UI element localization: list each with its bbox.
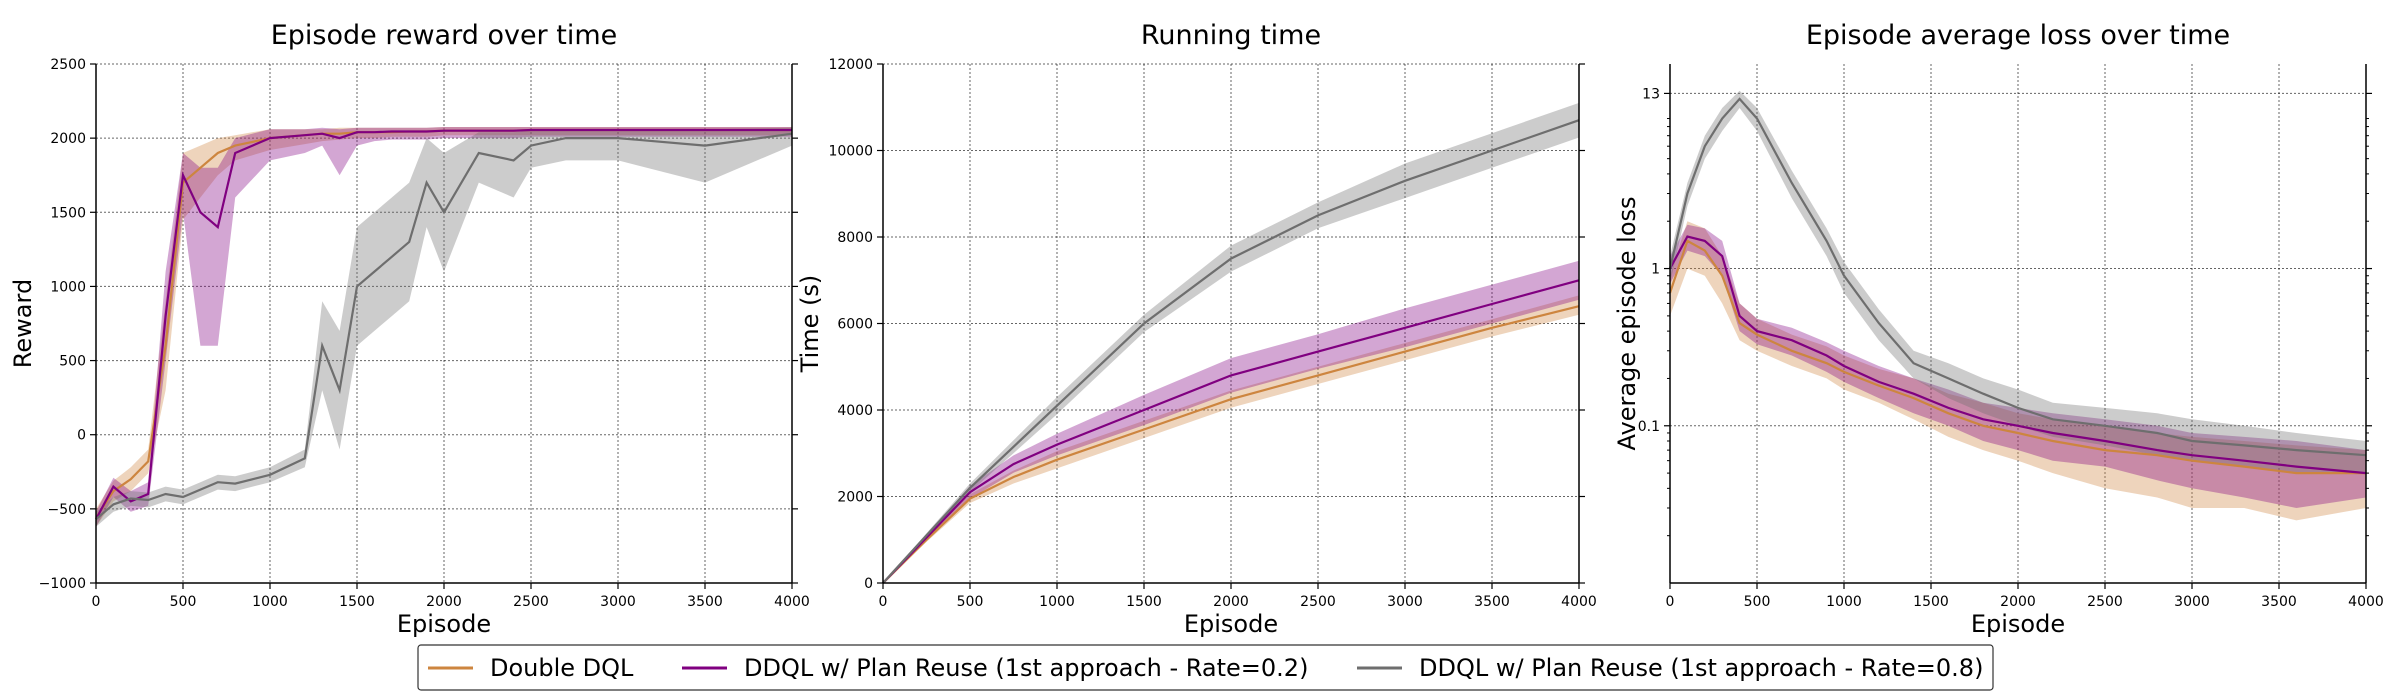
chart-panel-3: 0 500 1000 1500 2000 2500 3000 3500 4000 0.1 1 13 Ep… [1613,20,2384,638]
series-line-2 [95,128,792,520]
series-line-2 [1669,235,2367,475]
x-tick-label: 1000 [1039,594,1075,610]
y-tick-label: 2500 [50,57,86,73]
x-axis-label: Episode [1971,610,2065,638]
x-tick-label: 1500 [1126,594,1162,610]
x-tick-label: 3000 [2174,594,2210,610]
x-tick-label: 3000 [1387,594,1423,610]
legend-box [417,644,1994,691]
x-tick-label: 2500 [513,594,549,610]
x-axis-label: Episode [397,610,491,638]
series-line-3 [1668,97,2367,457]
y-tick-label: 10000 [828,144,873,160]
series-band-3 [1670,90,2366,474]
x-tick-label: 2000 [2000,594,2036,610]
series-line-1 [1668,239,2366,475]
x-tick-label: 1000 [252,594,288,610]
y-tick-label: 2000 [50,131,86,147]
chart-title: Running time [1141,20,1321,51]
y-tick-label: −500 [48,502,86,518]
legend: Double DQL DDQL w/ Plan Reuse (1st approa… [417,644,1994,691]
chart-panel-1: 0 500 1000 1500 2000 2500 3000 3500 4000 −1000 −50… [9,20,810,638]
y-tick-label: −1000 [39,576,86,592]
y-tick-label: 6000 [837,317,873,333]
y-tick-label: 13 [1642,86,1660,102]
x-tick-label: 1500 [339,594,375,610]
chart-title: Episode average loss over time [1806,20,2230,51]
x-tick-label: 500 [170,594,197,610]
x-tick-label: 3000 [600,594,636,610]
x-tick-label: 2500 [1300,594,1336,610]
y-tick-label: 0.1 [1638,419,1660,435]
y-tick-label: 12000 [828,57,873,73]
series-line-2 [882,279,1580,584]
series-band-3 [883,102,1579,584]
y-tick-label: 0 [77,428,86,444]
series-line-3 [882,119,1580,584]
x-tick-label: 4000 [2348,594,2384,610]
series-band-3 [96,127,792,527]
y-tick-label: 1 [1651,262,1660,278]
x-tick-label: 1000 [1826,594,1862,610]
x-tick-label: 0 [92,594,101,610]
series-band-2 [883,260,1579,583]
y-tick-label: 500 [59,354,86,370]
x-tick-label: 0 [1666,594,1675,610]
x-tick-label: 2000 [1213,594,1249,610]
y-axis-label: Average episode loss [1613,196,1641,450]
x-tick-label: 3500 [687,594,723,610]
legend-label-2: DDQL w/ Plan Reuse (1st approach - Rate=… [744,654,1308,682]
series-line-3 [95,132,793,521]
x-axis-label: Episode [1184,610,1278,638]
y-tick-label: 8000 [837,230,873,246]
y-tick-label: 2000 [837,490,873,506]
grid [95,63,793,584]
legend-label-1: Double DQL [490,654,634,682]
x-tick-label: 3500 [2261,594,2297,610]
series-band-1 [1670,221,2366,521]
x-tick-label: 0 [879,594,888,610]
y-axis-label: Time (s) [796,275,824,374]
x-tick-label: 2500 [2087,594,2123,610]
x-tick-label: 1500 [1913,594,1949,610]
chart-panel-2: 0 500 1000 1500 2000 2500 3000 3500 4000 0 2000 400… [796,20,1597,638]
x-tick-label: 4000 [774,594,810,610]
y-axis-label: Reward [9,279,37,368]
chart-title: Episode reward over time [271,20,618,51]
series-line-1 [882,305,1580,584]
series-band-1 [883,295,1579,583]
y-tick-label: 0 [864,576,873,592]
x-tick-label: 500 [957,594,984,610]
x-tick-label: 500 [1744,594,1771,610]
x-tick-label: 3500 [1474,594,1510,610]
y-tick-label: 1500 [50,205,86,221]
series-band-2 [1670,224,2366,508]
x-tick-label: 2000 [426,594,462,610]
x-tick-label: 4000 [1561,594,1597,610]
y-tick-label: 1000 [50,279,86,295]
y-tick-label: 4000 [837,403,873,419]
legend-label-3: DDQL w/ Plan Reuse (1st approach - Rate=… [1419,654,1983,682]
